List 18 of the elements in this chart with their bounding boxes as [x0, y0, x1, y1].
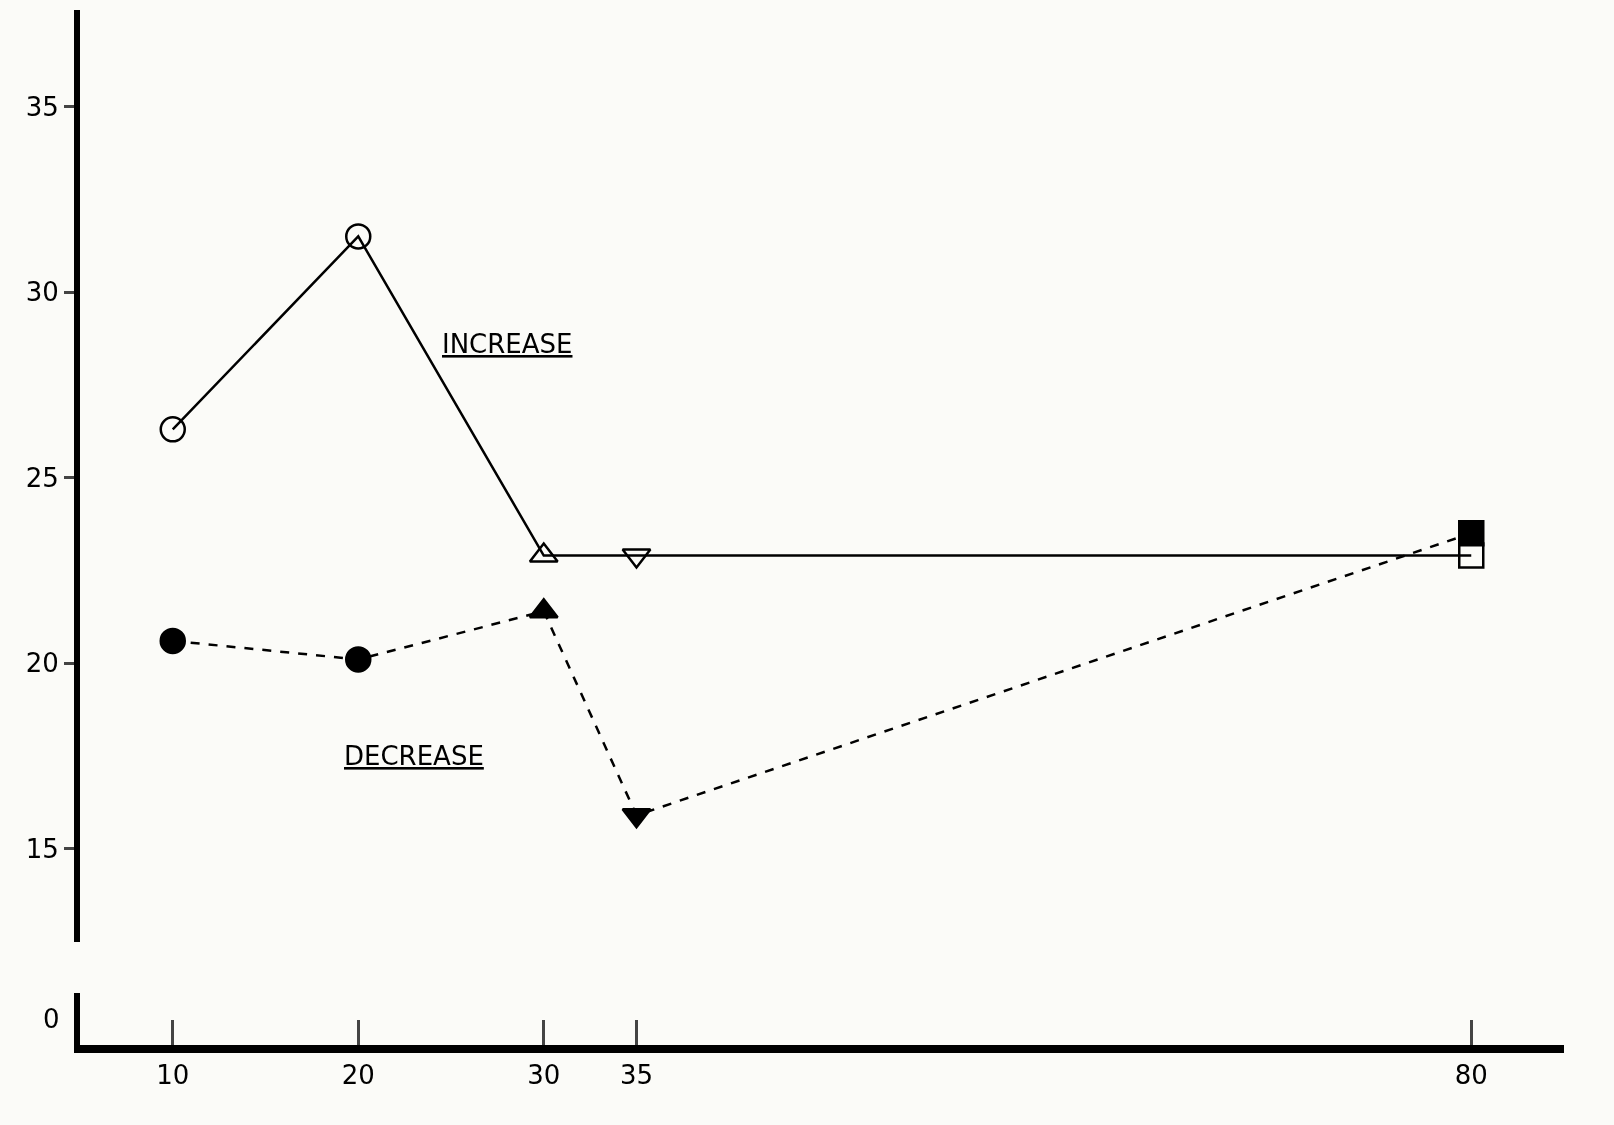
y-tick-label: 25 [25, 462, 59, 493]
point [345, 223, 372, 250]
x-tick-label: 80 [1454, 1060, 1488, 1091]
text: DECREASE [344, 741, 484, 771]
x-tick-label: 10 [156, 1060, 190, 1091]
x-tick-label: 20 [341, 1060, 375, 1091]
point [159, 627, 186, 655]
point [159, 416, 186, 443]
x-tick-label: 35 [619, 1060, 654, 1091]
series-label: INCREASE [442, 329, 573, 359]
point [1458, 520, 1485, 547]
point [345, 646, 372, 673]
y-tick-label: 20 [25, 648, 59, 679]
y-tick-label: 15 [25, 833, 59, 864]
y-tick-label: 30 [25, 277, 59, 308]
text: 0 [43, 1004, 60, 1034]
x-tick-label: 30 [527, 1060, 561, 1091]
y-tick-label: 35 [25, 91, 59, 122]
